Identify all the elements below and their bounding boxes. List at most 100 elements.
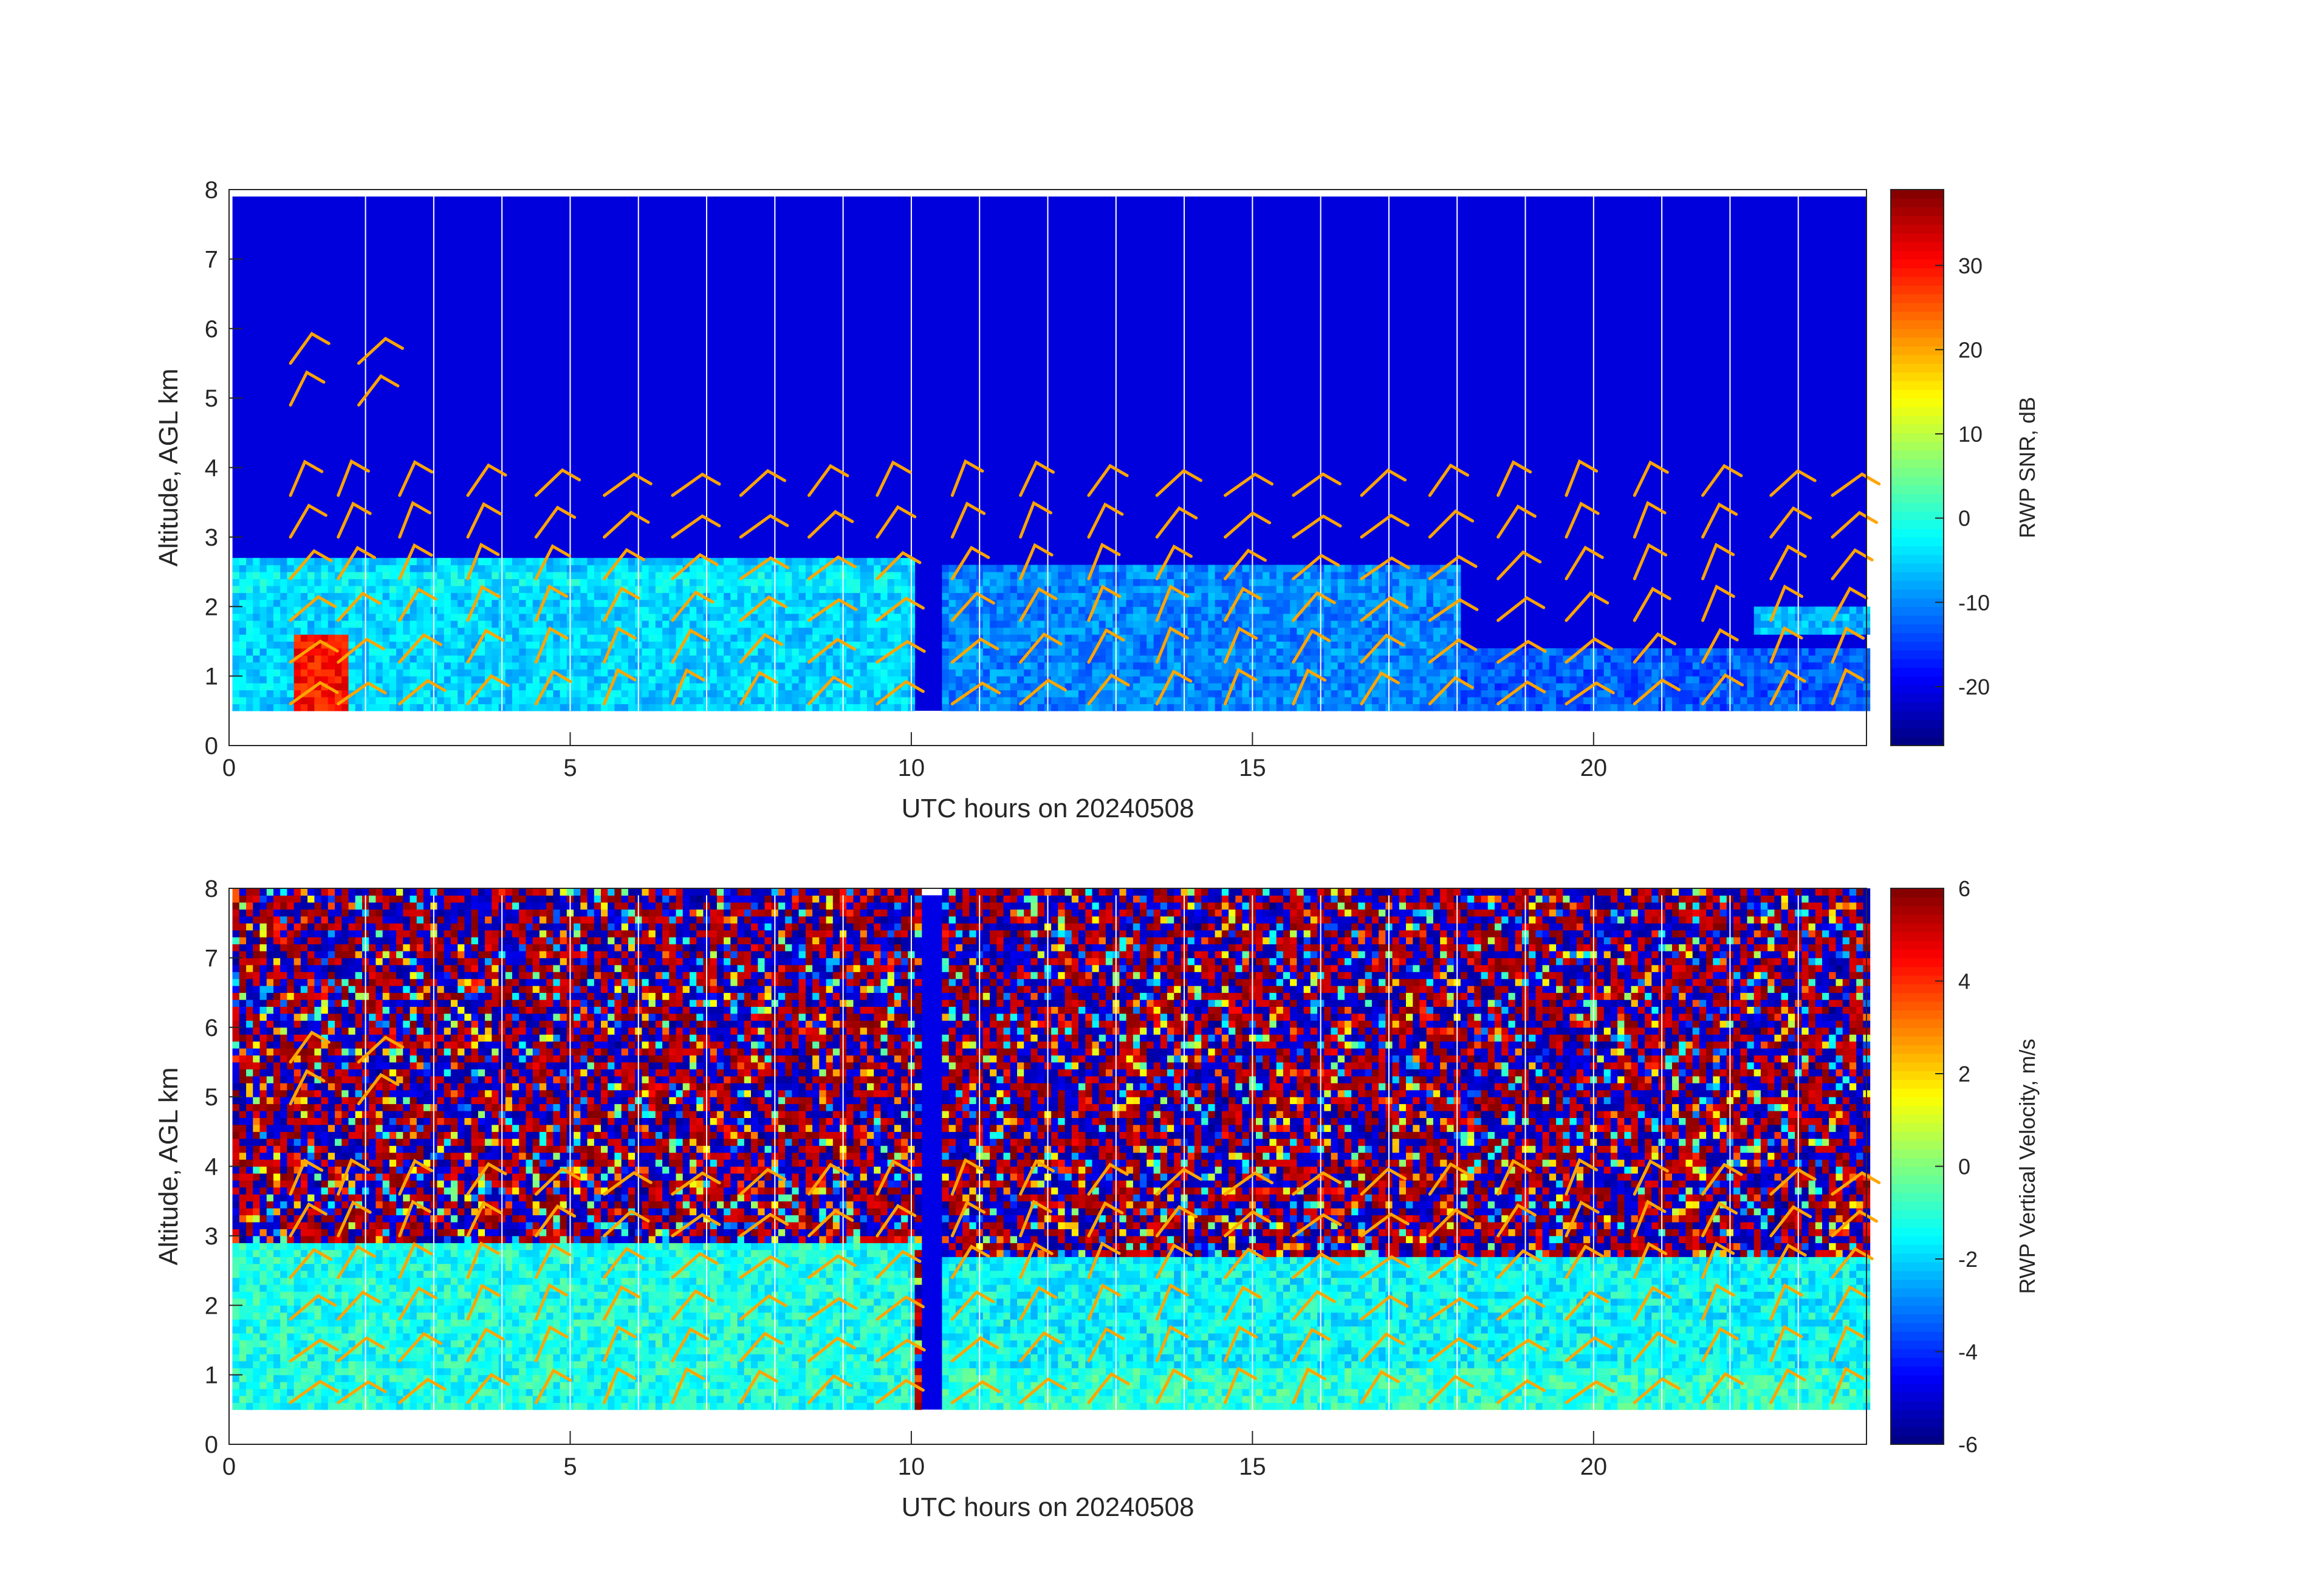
heatmap-cell	[526, 572, 533, 579]
heatmap-cell	[260, 1382, 267, 1389]
heatmap-cell	[1679, 676, 1686, 684]
heatmap-cell	[1822, 669, 1829, 676]
heatmap-cell	[1065, 600, 1072, 607]
heatmap-cell	[969, 620, 976, 628]
heatmap-cell	[1665, 655, 1673, 662]
heatmap-cell	[806, 676, 813, 684]
heatmap-cell	[854, 697, 861, 704]
colorbar-segment	[1891, 641, 1944, 650]
heatmap-cell	[1665, 648, 1673, 656]
heatmap-cell	[1324, 655, 1331, 662]
heatmap-cell	[1092, 683, 1100, 690]
heatmap-cell	[314, 614, 321, 621]
heatmap-cell	[246, 697, 253, 704]
heatmap-cell	[1078, 572, 1086, 579]
heatmap-cell	[253, 704, 260, 711]
heatmap-cell	[806, 690, 813, 698]
heatmap-cell	[239, 1333, 247, 1340]
heatmap-cell	[1215, 683, 1222, 690]
heatmap-cell	[1420, 676, 1427, 684]
heatmap-cell	[1010, 641, 1018, 648]
heatmap-cell	[1208, 572, 1215, 579]
heatmap-cell	[751, 628, 758, 635]
heatmap-cell	[1713, 648, 1720, 656]
heatmap-cell	[826, 614, 834, 621]
heatmap-cell	[649, 655, 656, 662]
heatmap-cell	[273, 572, 281, 579]
heatmap-cell	[696, 690, 704, 698]
snr-x-axis-label: UTC hours on 20240508	[902, 794, 1195, 823]
heatmap-cell	[1208, 655, 1215, 662]
heatmap-cell	[1685, 690, 1693, 698]
heatmap-cell	[1277, 690, 1284, 698]
heatmap-cell	[1365, 634, 1373, 642]
heatmap-cell	[717, 676, 724, 684]
heatmap-cell	[717, 634, 724, 642]
heatmap-cell	[239, 1389, 247, 1396]
heatmap-cell	[1126, 620, 1134, 628]
heatmap-cell	[560, 662, 567, 670]
heatmap-cell	[642, 592, 649, 600]
heatmap-cell	[969, 606, 976, 614]
heatmap-cell	[1290, 628, 1297, 635]
heatmap-cell	[1297, 662, 1304, 670]
colorbar-segment	[1891, 459, 1944, 468]
heatmap-cell	[239, 1347, 247, 1354]
heatmap-cell	[1283, 606, 1291, 614]
heatmap-cell	[246, 1285, 253, 1292]
heatmap-cell	[1133, 586, 1140, 593]
heatmap-cell	[553, 600, 560, 607]
heatmap-cell	[1693, 704, 1700, 711]
heatmap-cell	[1324, 628, 1331, 635]
heatmap-cell	[301, 641, 308, 648]
heatmap-cell	[1235, 662, 1243, 670]
heatmap-cell	[724, 592, 731, 600]
heatmap-cell	[1106, 641, 1113, 648]
heatmap-cell	[1208, 697, 1215, 704]
heatmap-cell	[1174, 683, 1181, 690]
heatmap-cell	[765, 572, 772, 579]
heatmap-cell	[417, 572, 424, 579]
heatmap-cell	[1140, 628, 1147, 635]
heatmap-cell	[1399, 676, 1407, 684]
heatmap-cell	[437, 565, 445, 572]
heatmap-cell	[1345, 641, 1352, 648]
heatmap-cell	[540, 704, 547, 711]
heatmap-cell	[1051, 579, 1058, 586]
heatmap-cell	[696, 704, 704, 711]
heatmap-cell	[1365, 628, 1373, 635]
heatmap-cell	[580, 565, 588, 572]
heatmap-cell	[280, 572, 287, 579]
heatmap-cell	[267, 628, 274, 635]
heatmap-cell	[1017, 690, 1024, 698]
heatmap-cell	[792, 606, 799, 614]
heatmap-cell	[1140, 614, 1147, 621]
colorbar-segment	[1891, 442, 1944, 451]
heatmap-cell	[1529, 704, 1536, 711]
heatmap-cell	[233, 1298, 240, 1306]
heatmap-cell	[614, 641, 622, 648]
heatmap-cell	[239, 579, 247, 586]
heatmap-cell	[533, 641, 540, 648]
heatmap-cell	[962, 614, 970, 621]
heatmap-cell	[280, 683, 287, 690]
heatmap-cell	[294, 592, 301, 600]
heatmap-cell	[765, 655, 772, 662]
heatmap-cell	[1215, 565, 1222, 572]
heatmap-cell	[1126, 606, 1134, 614]
heatmap-cell	[1256, 620, 1263, 628]
heatmap-cell	[1474, 683, 1481, 690]
heatmap-cell	[1283, 704, 1291, 711]
heatmap-cell	[478, 600, 485, 607]
heatmap-cell	[1747, 669, 1755, 676]
heatmap-cell	[1406, 669, 1413, 676]
heatmap-cell	[1685, 676, 1693, 684]
heatmap-cell	[246, 916, 253, 924]
heatmap-cell	[799, 704, 806, 711]
heatmap-cell	[1570, 704, 1577, 711]
heatmap-cell	[867, 641, 874, 648]
heatmap-cell	[594, 690, 602, 698]
heatmap-cell	[1208, 704, 1215, 711]
heatmap-cell	[260, 690, 267, 698]
heatmap-cell	[239, 923, 247, 930]
